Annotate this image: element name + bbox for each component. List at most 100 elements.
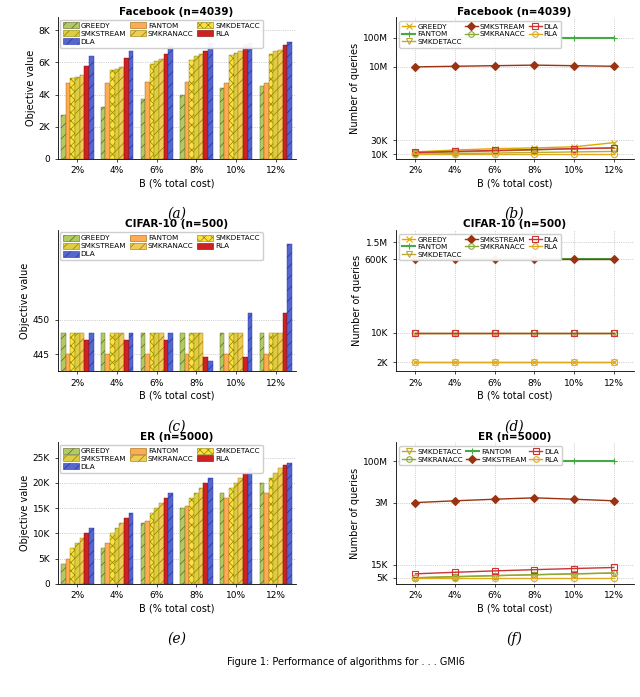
- DLA: [412, 569, 419, 578]
- RLA: [412, 574, 419, 582]
- Bar: [269, 478, 273, 584]
- SMKDETACC: [491, 149, 499, 158]
- Bar: [259, 483, 264, 584]
- Line: RLA: RLA: [412, 574, 617, 581]
- SMKDETACC: [412, 329, 419, 337]
- SMKSTREAM: [531, 61, 538, 69]
- Bar: [150, 333, 154, 697]
- Bar: [84, 66, 89, 159]
- Title: Facebook (n=4039): Facebook (n=4039): [458, 7, 572, 17]
- X-axis label: B (% total cost): B (% total cost): [139, 178, 214, 188]
- Bar: [287, 244, 292, 697]
- Text: (d): (d): [505, 420, 524, 434]
- SMKRANACC: [531, 146, 538, 154]
- Bar: [234, 483, 239, 584]
- Text: (b): (b): [505, 207, 524, 221]
- Bar: [120, 67, 124, 159]
- Bar: [159, 503, 164, 584]
- Bar: [234, 333, 239, 697]
- Bar: [75, 333, 80, 697]
- GREEDY: [491, 358, 499, 366]
- SMKRANACC: [412, 574, 419, 582]
- SMKSTREAM: [570, 61, 578, 70]
- RLA: [610, 150, 618, 158]
- Bar: [75, 77, 80, 159]
- DLA: [570, 329, 578, 337]
- RLA: [412, 358, 419, 366]
- Bar: [120, 333, 124, 697]
- SMKSTREAM: [491, 255, 499, 263]
- SMKRANACC: [412, 149, 419, 158]
- Line: FANTOM: FANTOM: [412, 458, 617, 464]
- Bar: [66, 354, 70, 697]
- X-axis label: B (% total cost): B (% total cost): [477, 391, 552, 401]
- X-axis label: B (% total cost): B (% total cost): [139, 391, 214, 401]
- Y-axis label: Number of queries: Number of queries: [350, 468, 360, 559]
- DLA: [610, 329, 618, 337]
- Bar: [220, 493, 225, 584]
- Bar: [159, 59, 164, 159]
- Bar: [185, 82, 189, 159]
- Bar: [199, 54, 204, 159]
- Bar: [89, 528, 93, 584]
- Bar: [159, 333, 164, 697]
- Line: FANTOM: FANTOM: [412, 256, 617, 262]
- Bar: [124, 518, 129, 584]
- DLA: [412, 329, 419, 337]
- SMKRANACC: [531, 329, 538, 337]
- GREEDY: [412, 358, 419, 366]
- FANTOM: [451, 457, 459, 466]
- Bar: [150, 513, 154, 584]
- Legend: GREEDY, SMKSTREAM, DLA, FANTOM, SMKRANACC, SMKDETACC, RLA: GREEDY, SMKSTREAM, DLA, FANTOM, SMKRANAC…: [60, 20, 263, 47]
- Bar: [264, 354, 269, 697]
- Bar: [287, 42, 292, 159]
- Bar: [154, 508, 159, 584]
- Bar: [189, 333, 194, 697]
- Bar: [106, 354, 110, 697]
- RLA: [451, 358, 459, 366]
- Bar: [75, 544, 80, 584]
- SMKSTREAM: [531, 493, 538, 502]
- Bar: [259, 333, 264, 697]
- Line: FANTOM: FANTOM: [412, 35, 617, 41]
- SMKSTREAM: [491, 61, 499, 70]
- GREEDY: [610, 139, 618, 147]
- FANTOM: [412, 255, 419, 263]
- Bar: [70, 79, 75, 159]
- Bar: [110, 533, 115, 584]
- SMKRANACC: [451, 329, 459, 337]
- Bar: [225, 498, 229, 584]
- GREEDY: [570, 358, 578, 366]
- SMKDETACC: [610, 329, 618, 337]
- DLA: [451, 568, 459, 576]
- Bar: [273, 333, 278, 697]
- Bar: [208, 478, 212, 584]
- FANTOM: [531, 457, 538, 466]
- Y-axis label: Objective value: Objective value: [20, 475, 30, 551]
- Bar: [278, 49, 283, 159]
- Bar: [66, 558, 70, 584]
- RLA: [531, 150, 538, 158]
- SMKDETACC: [531, 148, 538, 157]
- Legend: GREEDY, SMKSTREAM, DLA, FANTOM, SMKRANACC, SMKDETACC, RLA: GREEDY, SMKSTREAM, DLA, FANTOM, SMKRANAC…: [60, 232, 263, 260]
- Legend: GREEDY, FANTOM, SMKDETACC, SMKSTREAM, SMKRANACC, DLA, RLA: GREEDY, FANTOM, SMKDETACC, SMKSTREAM, SM…: [399, 21, 561, 48]
- Legend: SMKDETACC, SMKRANACC, FANTOM, SMKSTREAM, DLA, RLA: SMKDETACC, SMKRANACC, FANTOM, SMKSTREAM,…: [399, 446, 563, 466]
- Bar: [225, 83, 229, 159]
- SMKSTREAM: [610, 62, 618, 70]
- Line: GREEDY: GREEDY: [412, 359, 617, 365]
- Bar: [124, 58, 129, 159]
- SMKSTREAM: [451, 496, 459, 505]
- Bar: [129, 333, 133, 697]
- DLA: [451, 147, 459, 155]
- Bar: [70, 333, 75, 697]
- Bar: [199, 333, 204, 697]
- Bar: [248, 468, 252, 584]
- SMKSTREAM: [451, 62, 459, 70]
- Bar: [115, 333, 120, 697]
- SMKRANACC: [570, 329, 578, 337]
- SMKSTREAM: [531, 255, 538, 263]
- SMKDETACC: [531, 329, 538, 337]
- Bar: [264, 83, 269, 159]
- RLA: [491, 358, 499, 366]
- Bar: [239, 478, 243, 584]
